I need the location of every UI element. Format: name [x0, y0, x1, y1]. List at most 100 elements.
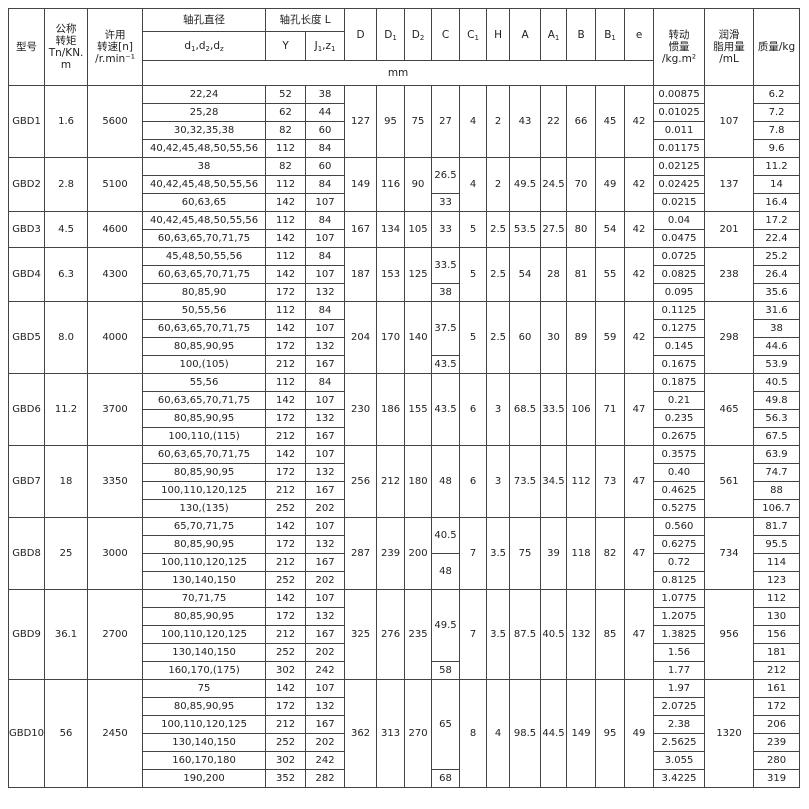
inertia-cell: 0.1875: [653, 373, 706, 392]
header-dim-e-text: e: [635, 28, 643, 41]
c1-cell: 4: [459, 85, 488, 158]
e-cell: 42: [624, 85, 655, 158]
y-length-cell: 142: [265, 517, 307, 536]
d-cell: 362: [344, 679, 378, 788]
bore-diameter-cell: 160,170,180: [142, 751, 267, 770]
speed-cell: 4600: [87, 211, 144, 248]
bore-diameter-cell: 30,32,35,38: [142, 121, 267, 140]
h-cell: 3.5: [486, 589, 511, 680]
header-dim-d2-text: D: [411, 28, 420, 41]
header-dim-c: C: [431, 8, 461, 61]
mass-cell: 56.3: [753, 409, 801, 428]
b-cell: 80: [566, 211, 597, 248]
y-length-cell: 212: [265, 625, 307, 644]
inertia-cell: 2.5625: [653, 733, 706, 752]
inertia-cell: 0.01025: [653, 103, 706, 122]
header-j-text: J: [314, 40, 318, 52]
bore-diameter-cell: 60,63,65: [142, 193, 267, 212]
torque-cell: 6.3: [44, 247, 89, 302]
mass-cell: 95.5: [753, 535, 801, 554]
c-cell: 33.5: [431, 247, 461, 284]
bore-diameter-cell: 80,85,90,95: [142, 697, 267, 716]
header-unit-mm: mm: [142, 60, 655, 86]
a-cell: 49.5: [509, 157, 542, 212]
inertia-cell: 0.00875: [653, 85, 706, 104]
header-bore-d-subscript: 1: [191, 45, 196, 53]
h-cell: 3: [486, 373, 511, 446]
header-dim-a1-subscript: 1: [554, 33, 560, 42]
torque-cell: 4.5: [44, 211, 89, 248]
speed-cell: 5100: [87, 157, 144, 212]
inertia-cell: 2.38: [653, 715, 706, 734]
d2-cell: 125: [404, 247, 433, 302]
inertia-cell: 1.56: [653, 643, 706, 662]
a-cell: 60: [509, 301, 542, 374]
d-cell: 167: [344, 211, 378, 248]
grease-cell: 107: [704, 85, 755, 158]
c-cell: 43.5: [431, 373, 461, 446]
j-length-cell: 242: [305, 661, 346, 680]
inertia-cell: 0.0475: [653, 229, 706, 248]
inertia-cell: 0.02125: [653, 157, 706, 176]
mass-cell: 25.2: [753, 247, 801, 266]
b1-cell: 49: [595, 157, 626, 212]
c-cell: 48: [431, 553, 461, 590]
y-length-cell: 142: [265, 229, 307, 248]
j-length-cell: 132: [305, 697, 346, 716]
inertia-cell: 0.8125: [653, 571, 706, 590]
mass-cell: 7.2: [753, 103, 801, 122]
header-speed: 许用 转速[n] /r.min⁻¹: [87, 8, 144, 86]
header-dim-h-text: H: [494, 28, 502, 41]
table-row: 130,140,150 252 202 2.5625 239: [9, 733, 801, 752]
y-length-cell: 172: [265, 283, 307, 302]
a1-cell: 28: [540, 247, 568, 302]
mass-cell: 31.6: [753, 301, 801, 320]
table-row: 80,85,90,95 172 132 2.0725 172: [9, 697, 801, 716]
header-dim-d1: D1: [376, 8, 406, 61]
torque-cell: 8.0: [44, 301, 89, 374]
header-dim-a1-text: A: [547, 28, 555, 41]
a1-cell: 34.5: [540, 445, 568, 518]
header-dim-a: A: [509, 8, 542, 61]
header-mass: 质量/kg: [753, 8, 801, 86]
inertia-cell: 0.2675: [653, 427, 706, 446]
mass-cell: 74.7: [753, 463, 801, 482]
e-cell: 42: [624, 211, 655, 248]
header-bore-d-text: ,d: [195, 40, 206, 52]
table-row: GBD2 2.8 5100 38 82 60 149 116 90 26.5 4 2 49.5 24.5 7…: [7, 157, 801, 212]
table-row: GBD10 56 2450 75 142 107 362 313 270 65 8 4 98.5 44.5…: [7, 679, 801, 788]
header-bore-d-text: ,d: [210, 40, 221, 52]
mass-cell: 181: [753, 643, 801, 662]
b1-cell: 45: [595, 85, 626, 158]
header-dim-c-text: C: [441, 28, 450, 41]
b1-cell: 59: [595, 301, 626, 374]
b-cell: 89: [566, 301, 597, 374]
grease-cell: 956: [704, 589, 755, 680]
y-length-cell: 142: [265, 445, 307, 464]
model-cell: GBD6: [7, 373, 46, 446]
bore-diameter-cell: 60,63,65,70,71,75: [142, 445, 267, 464]
j-length-cell: 242: [305, 751, 346, 770]
table-row: GBD6 11.2 3700 55,56 112 84 230 186 155 43.5 6 3 68.…: [7, 373, 801, 446]
b1-cell: 95: [595, 679, 626, 788]
inertia-cell: 0.095: [653, 283, 706, 302]
table-row: 60,63,65,70,71,75 142 107 0.0825 26.4: [9, 265, 801, 284]
header-model: 型号: [7, 8, 46, 86]
e-cell: 49: [624, 679, 655, 788]
bore-diameter-cell: 80,85,90,95: [142, 607, 267, 626]
inertia-cell: 2.0725: [653, 697, 706, 716]
a1-cell: 30: [540, 301, 568, 374]
header-dim-d2: D2: [404, 8, 433, 61]
bore-diameter-cell: 65,70,71,75: [142, 517, 267, 536]
header-dim-e: e: [624, 8, 655, 61]
inertia-cell: 0.1675: [653, 355, 706, 374]
a1-cell: 40.5: [540, 589, 568, 680]
torque-cell: 1.6: [44, 85, 89, 158]
speed-cell: 4000: [87, 301, 144, 374]
c1-cell: 5: [459, 247, 488, 302]
y-length-cell: 112: [265, 139, 307, 158]
table-row: GBD3 4.5 4600 40,42,45,48,50,55,56 112 84 167 1…: [7, 211, 801, 248]
grease-cell: 465: [704, 373, 755, 446]
j-length-cell: 132: [305, 535, 346, 554]
bore-diameter-cell: 100,(105): [142, 355, 267, 374]
